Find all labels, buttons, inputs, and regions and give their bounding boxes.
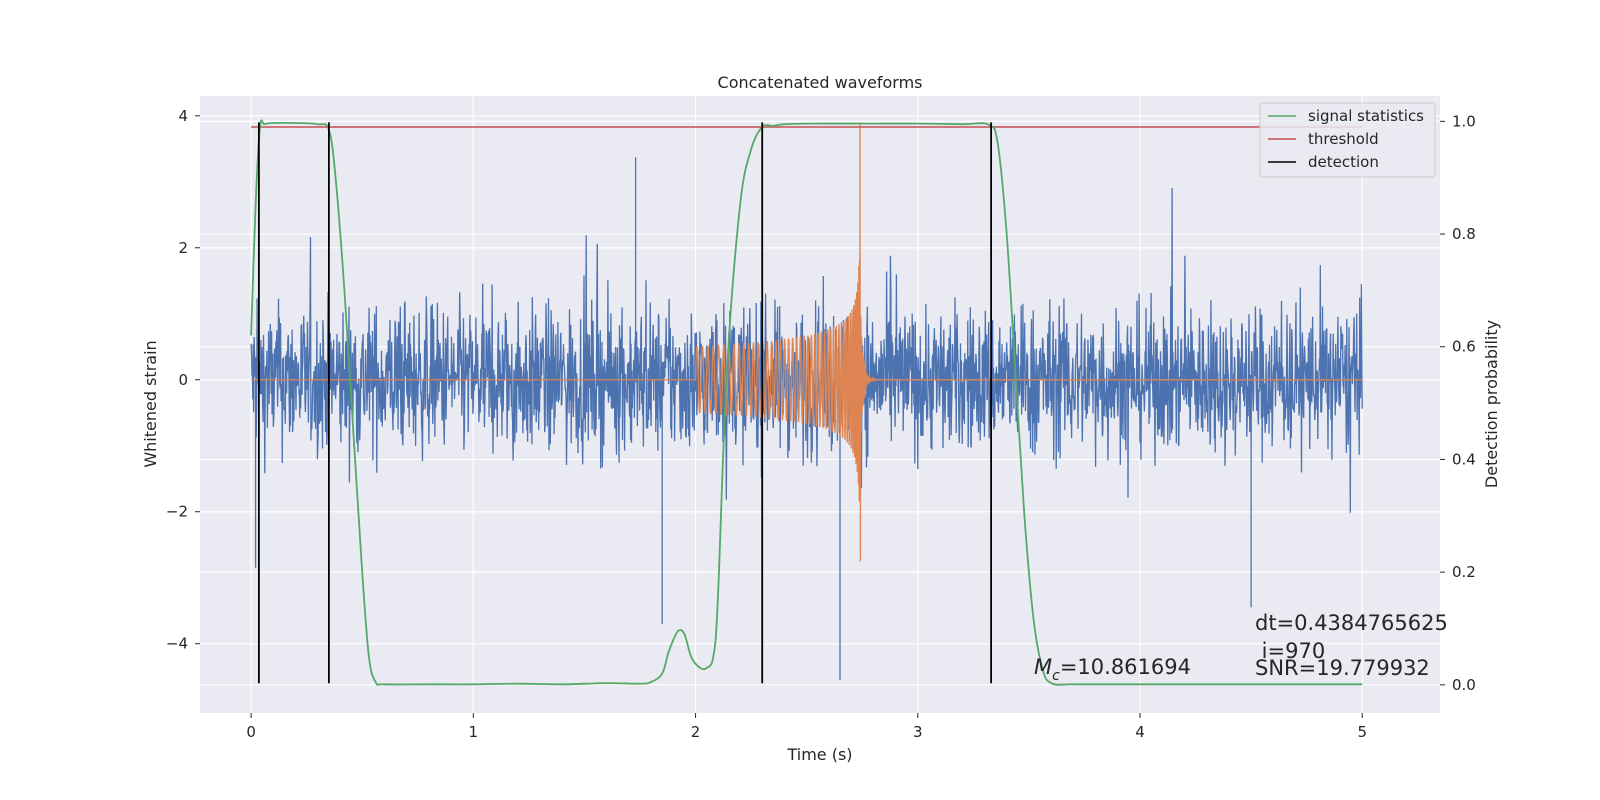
y-axis-label-left: Whitened strain bbox=[141, 340, 160, 467]
annotation-dt: dt=0.4384765625 bbox=[1255, 611, 1448, 635]
signal-statistics-series bbox=[250, 119, 1363, 686]
annotation-mc: Mc=10.861694 bbox=[1034, 655, 1191, 684]
y-right-tick-label-5: 0.0 bbox=[1452, 676, 1476, 694]
y-right-tick-label-2: 0.6 bbox=[1452, 338, 1476, 356]
y-axis-label-right: Detection probability bbox=[1482, 320, 1501, 488]
template-series bbox=[251, 122, 1363, 562]
x-tick-label-0: 0 bbox=[246, 723, 256, 741]
detection-series bbox=[257, 122, 993, 684]
template-line bbox=[251, 122, 1363, 562]
x-axis-label: Time (s) bbox=[786, 745, 852, 764]
y-right-tick-label-3: 0.4 bbox=[1452, 450, 1476, 468]
y-right-tick-label-0: 1.0 bbox=[1452, 112, 1476, 130]
y-left-tick-label-4: −4 bbox=[166, 635, 188, 653]
y-left-tick-label-3: −2 bbox=[166, 503, 188, 521]
y-left-tick-label-1: 2 bbox=[178, 239, 188, 257]
y-left-tick-label-2: 0 bbox=[178, 371, 188, 389]
axes: 0 1 2 3 4 5 4 2 0 −2 −4 1.0 0.8 0.6 0.4 0.2 0.0 bbox=[166, 107, 1476, 741]
legend-label-threshold: threshold bbox=[1308, 130, 1379, 148]
x-tick-label-2: 2 bbox=[691, 723, 701, 741]
x-tick-label-1: 1 bbox=[469, 723, 479, 741]
y-right-tick-label-1: 0.8 bbox=[1452, 225, 1476, 243]
x-tick-label-5: 5 bbox=[1357, 723, 1367, 741]
x-tick-label-3: 3 bbox=[913, 723, 923, 741]
legend: signal statistics threshold detection bbox=[1259, 102, 1436, 178]
annotation-i: i=970 bbox=[1255, 639, 1325, 663]
legend-label-detection: detection bbox=[1308, 153, 1379, 171]
x-tick-label-4: 4 bbox=[1135, 723, 1145, 741]
chart-title: Concatenated waveforms bbox=[718, 73, 923, 92]
legend-label-signal-statistics: signal statistics bbox=[1308, 107, 1424, 125]
legend-box bbox=[1259, 102, 1436, 178]
signal-statistics-line bbox=[250, 119, 1363, 686]
annotation-snr: SNR=19.779932 bbox=[1255, 656, 1430, 680]
y-right-tick-label-4: 0.2 bbox=[1452, 563, 1476, 581]
y-left-tick-label-0: 4 bbox=[178, 107, 188, 125]
